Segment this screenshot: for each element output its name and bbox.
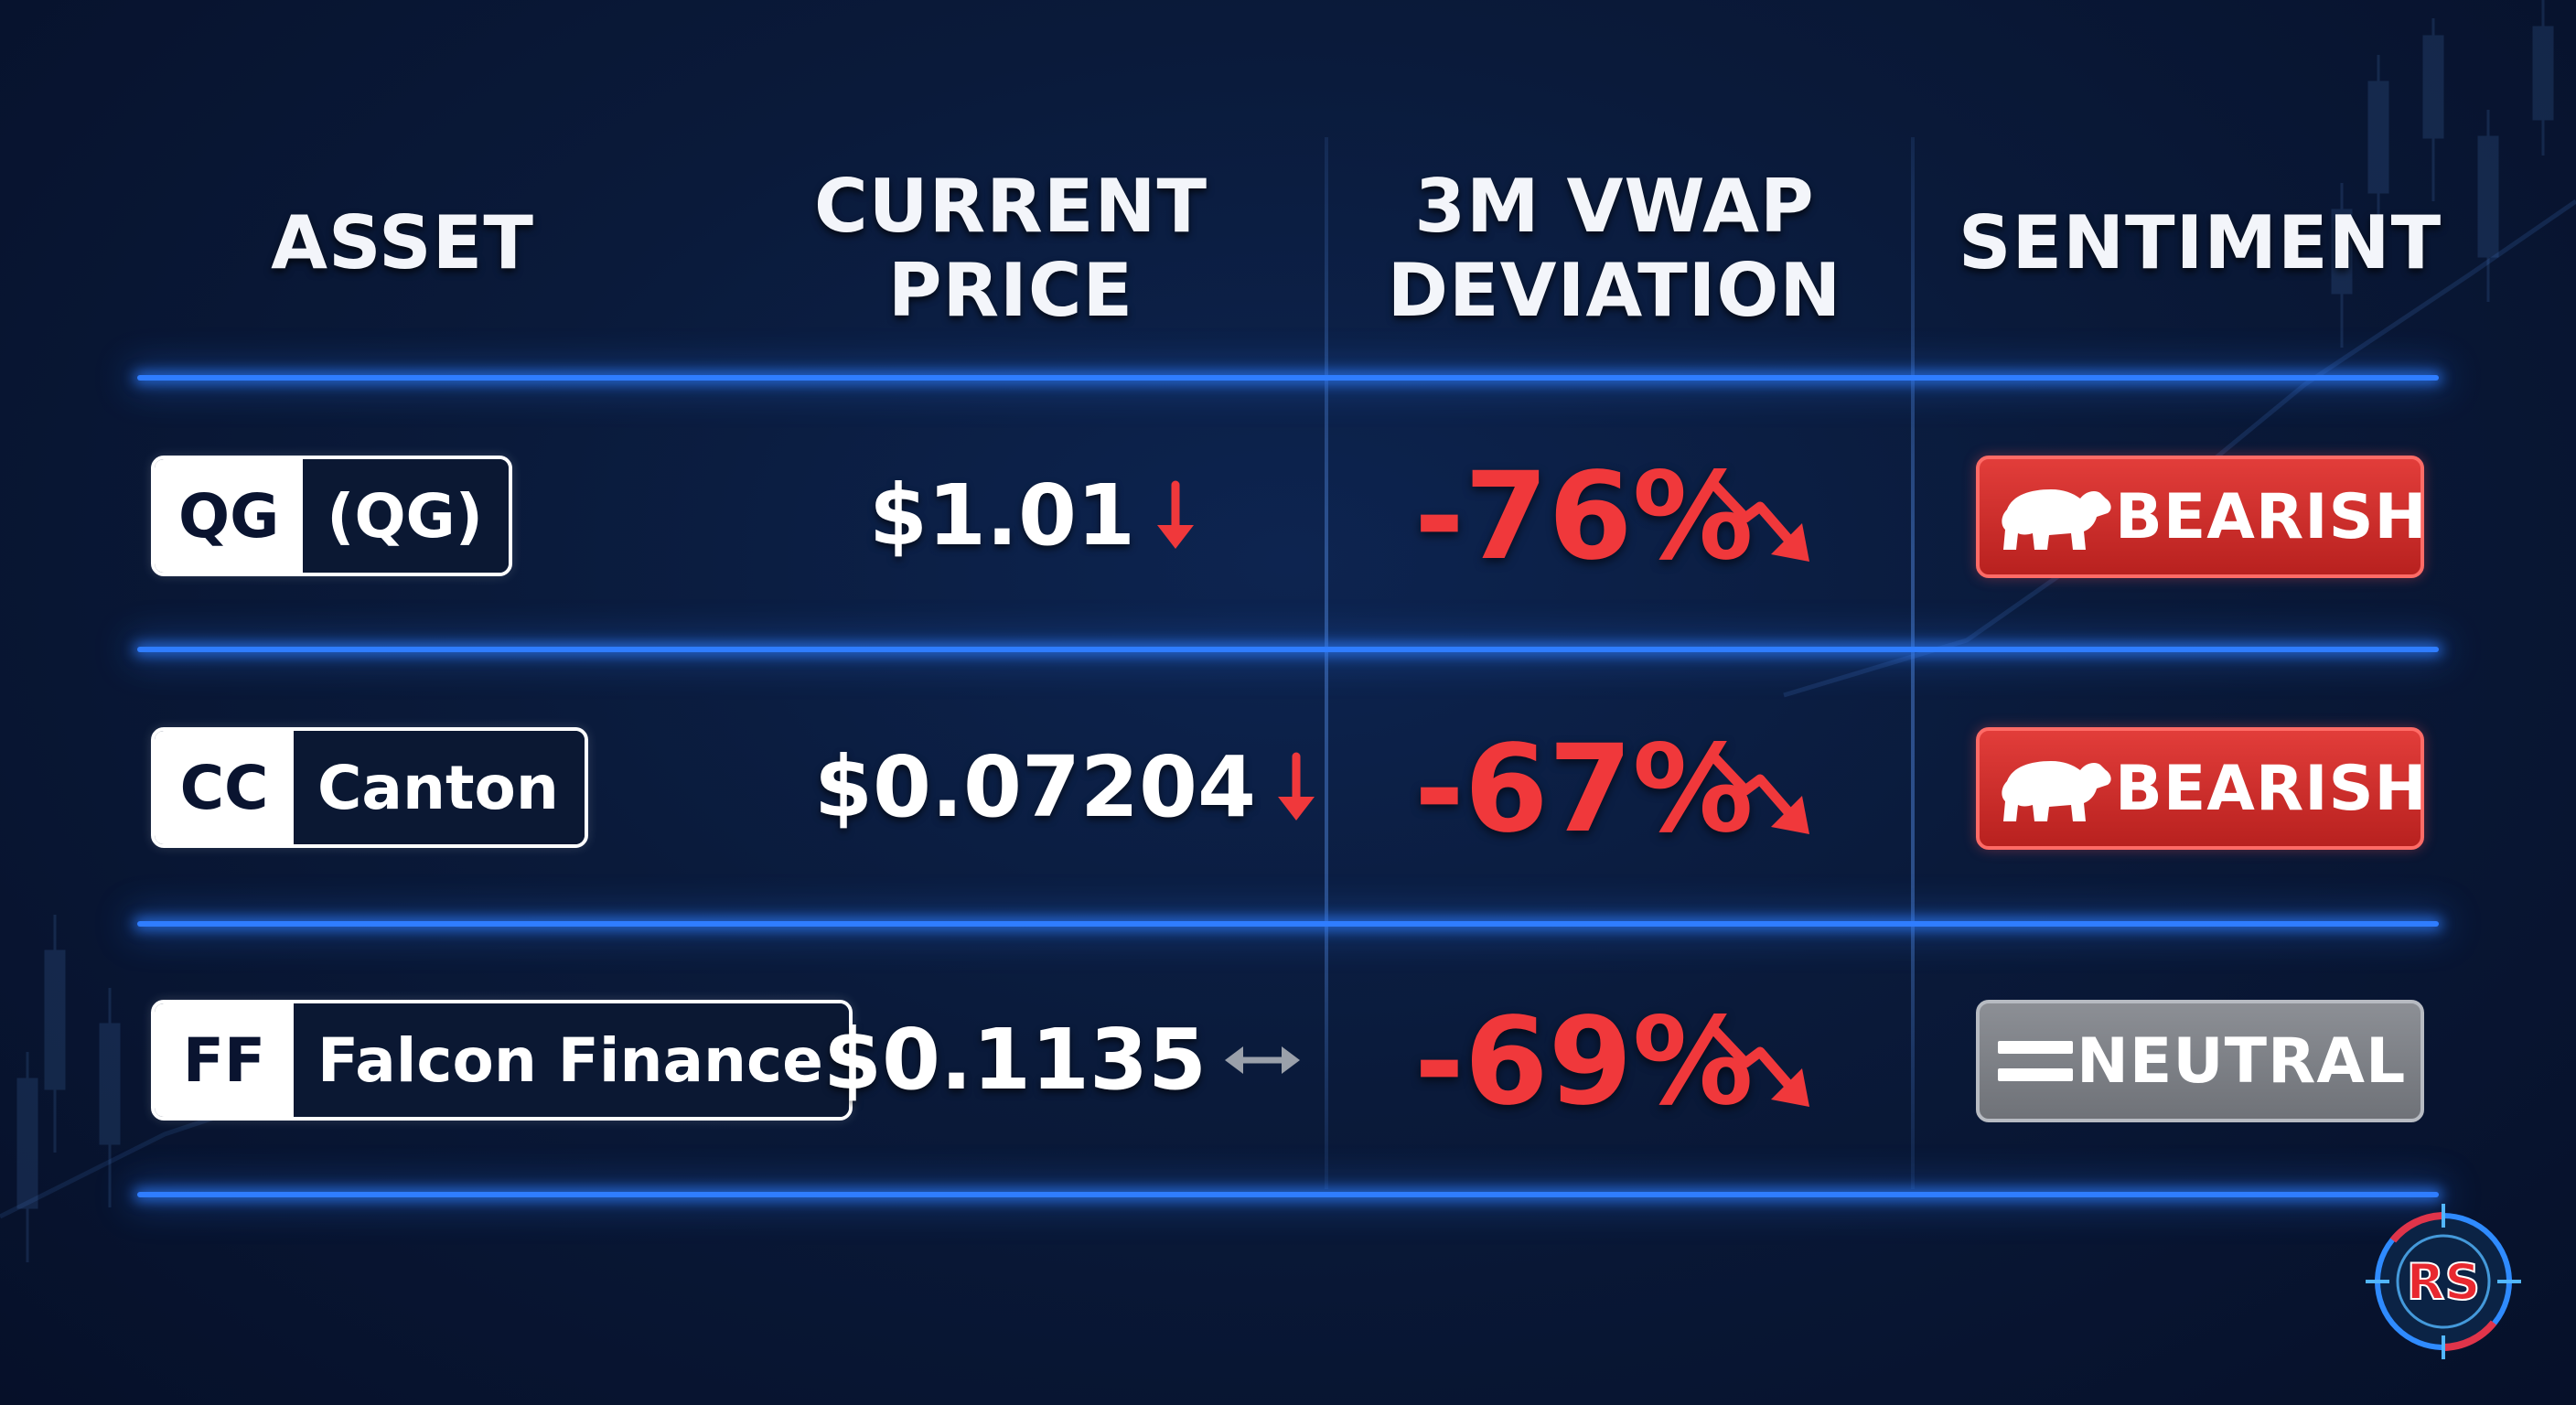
row-divider <box>137 1192 2439 1197</box>
sentiment-label: BEARISH <box>2115 480 2428 553</box>
vwap-deviation: -69% <box>1414 992 1754 1132</box>
header-sentiment: SENTIMENT <box>1958 200 2442 285</box>
equals-icon <box>1994 1034 2077 1089</box>
asset-name: Falcon Finance <box>294 1003 849 1117</box>
arrow-down-icon <box>1278 752 1315 820</box>
asset-name: Canton <box>294 731 585 844</box>
asset-tag: QG (QG) <box>151 456 512 576</box>
header-vwap-deviation: 3M VWAP DEVIATION <box>1387 164 1842 333</box>
bear-icon <box>1994 478 2115 555</box>
header-current-price: CURRENT PRICE <box>813 164 1208 333</box>
row-divider <box>137 647 2439 652</box>
row-divider <box>137 375 2439 381</box>
sentiment-badge: NEUTRAL <box>1976 1000 2424 1122</box>
vwap-deviation: -67% <box>1414 719 1754 860</box>
arrow-down-icon <box>1157 480 1195 549</box>
current-price: $1.01 <box>869 456 1199 576</box>
price-value: $0.1135 <box>823 1011 1208 1109</box>
sentiment-label: BEARISH <box>2115 752 2428 825</box>
column-divider <box>1325 137 1328 1189</box>
column-divider <box>1911 137 1915 1189</box>
row-divider <box>137 921 2439 927</box>
logo-text: RS <box>2407 1253 2480 1311</box>
bear-icon <box>1994 750 2115 827</box>
asset-symbol: QG <box>155 459 304 573</box>
price-value: $1.01 <box>869 467 1136 564</box>
current-price: $0.1135 <box>823 1000 1302 1121</box>
trend-down-icon <box>1709 479 1809 562</box>
asset-name: (QG) <box>303 459 509 573</box>
header-asset: ASSET <box>271 200 534 285</box>
rs-logo: RS <box>2366 1204 2521 1359</box>
price-value: $0.07204 <box>814 738 1257 836</box>
asset-symbol: FF <box>155 1003 294 1117</box>
vwap-deviation: -76% <box>1414 446 1754 587</box>
sentiment-badge: BEARISH <box>1976 727 2426 850</box>
asset-tag: FF Falcon Finance <box>151 1000 853 1121</box>
asset-tag: CC Canton <box>151 727 588 848</box>
arrow-left-right-icon <box>1225 1046 1301 1074</box>
trend-down-icon <box>1709 752 1809 834</box>
current-price: $0.07204 <box>814 727 1320 848</box>
trend-down-icon <box>1709 1024 1809 1107</box>
sentiment-badge: BEARISH <box>1976 456 2426 578</box>
asset-symbol: CC <box>155 731 294 844</box>
sentiment-label: NEUTRAL <box>2077 1024 2407 1098</box>
